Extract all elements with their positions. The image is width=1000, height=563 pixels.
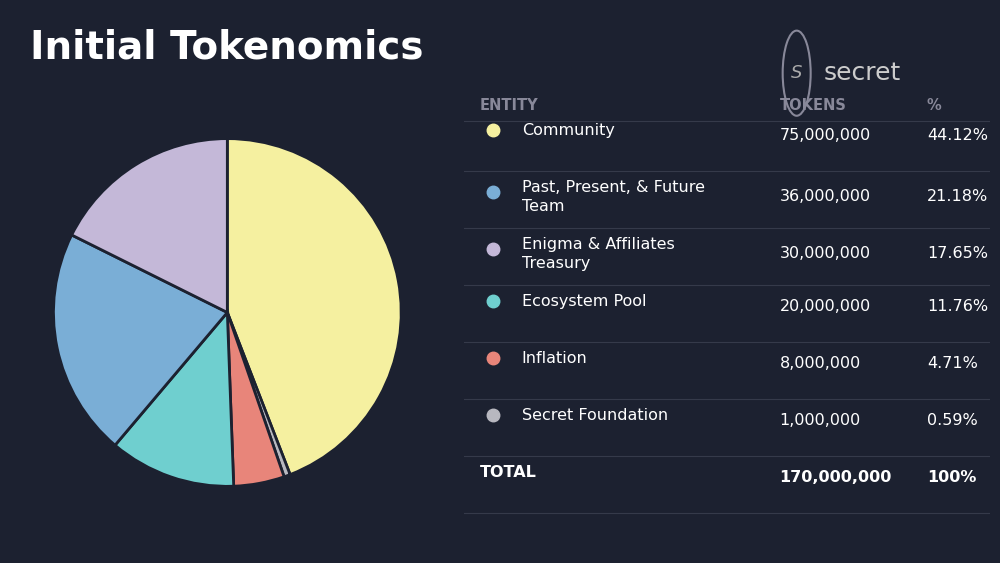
Text: 100%: 100% [927, 470, 976, 485]
Text: 11.76%: 11.76% [927, 299, 988, 314]
Text: S: S [791, 64, 802, 82]
Text: Ecosystem Pool: Ecosystem Pool [522, 294, 646, 309]
Text: 36,000,000: 36,000,000 [780, 189, 871, 204]
Text: 30,000,000: 30,000,000 [780, 247, 871, 261]
Text: 21.18%: 21.18% [927, 189, 988, 204]
Wedge shape [115, 312, 234, 486]
Wedge shape [72, 138, 227, 312]
Text: ENTITY: ENTITY [480, 98, 538, 113]
Text: 20,000,000: 20,000,000 [780, 299, 871, 314]
Wedge shape [227, 312, 284, 486]
Text: 75,000,000: 75,000,000 [780, 128, 871, 143]
Text: Secret Foundation: Secret Foundation [522, 408, 668, 423]
Text: Initial Tokenomics: Initial Tokenomics [30, 28, 424, 66]
Text: Past, Present, & Future
Team: Past, Present, & Future Team [522, 180, 705, 214]
Text: 170,000,000: 170,000,000 [780, 470, 892, 485]
Text: 8,000,000: 8,000,000 [780, 356, 861, 371]
Wedge shape [227, 312, 290, 477]
Text: 0.59%: 0.59% [927, 413, 978, 428]
Wedge shape [227, 138, 401, 475]
Text: %: % [927, 98, 942, 113]
Text: 17.65%: 17.65% [927, 247, 988, 261]
Text: Enigma & Affiliates
Treasury: Enigma & Affiliates Treasury [522, 237, 674, 271]
Text: secret: secret [823, 61, 901, 85]
Wedge shape [53, 235, 227, 445]
Text: 44.12%: 44.12% [927, 128, 988, 143]
Text: 4.71%: 4.71% [927, 356, 978, 371]
Text: TOTAL: TOTAL [480, 465, 537, 480]
Text: TOKENS: TOKENS [780, 98, 846, 113]
Text: Inflation: Inflation [522, 351, 587, 366]
Text: 1,000,000: 1,000,000 [780, 413, 861, 428]
Text: Community: Community [522, 123, 615, 138]
